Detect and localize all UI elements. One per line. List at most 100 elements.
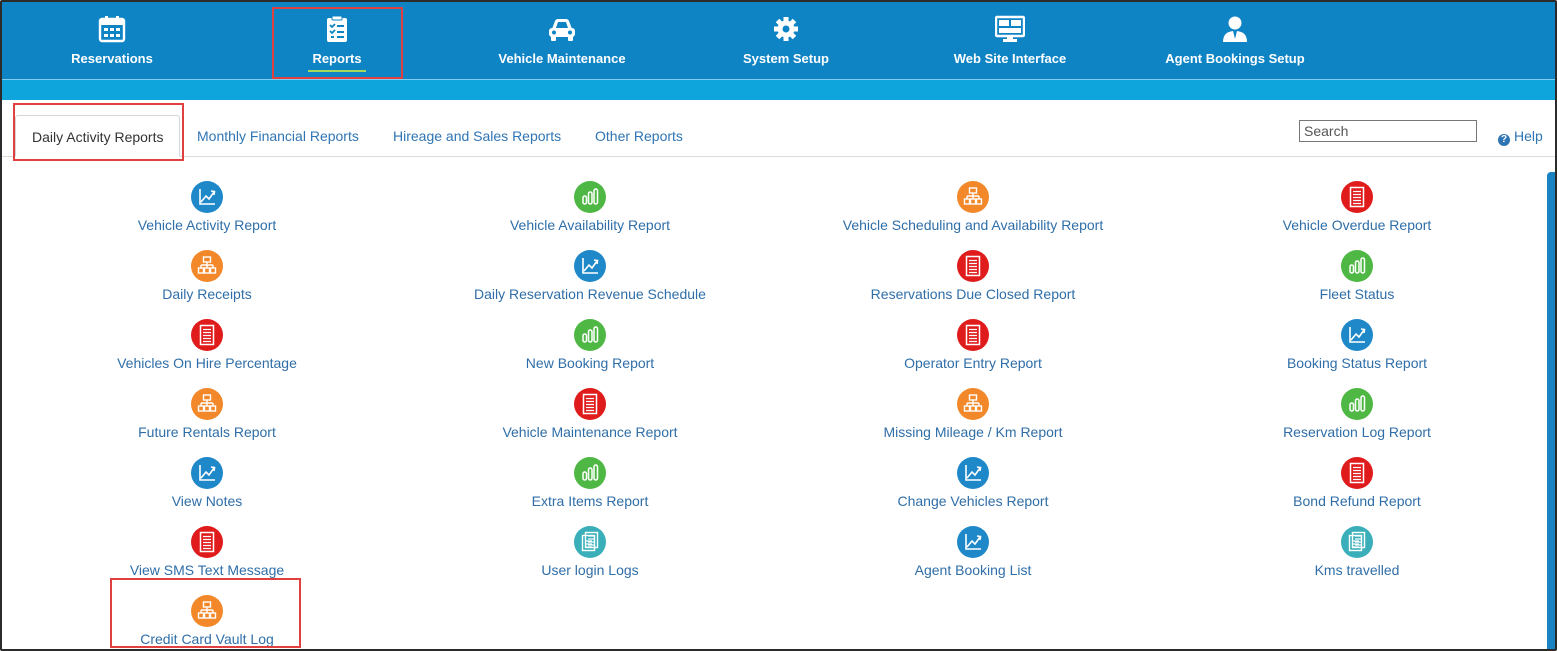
report-link[interactable]: Daily Reservation Revenue Schedule bbox=[430, 250, 750, 303]
bar-chart-icon bbox=[1341, 250, 1373, 282]
calendar-icon bbox=[98, 16, 126, 43]
report-label: Vehicle Scheduling and Availability Repo… bbox=[842, 217, 1104, 233]
nav-label: Agent Bookings Setup bbox=[1165, 51, 1305, 66]
nav-agent-bookings-setup[interactable]: Agent Bookings Setup bbox=[1145, 2, 1325, 79]
report-link[interactable]: Extra Items Report bbox=[430, 457, 750, 510]
monitor-icon bbox=[995, 15, 1025, 42]
report-label: Bond Refund Report bbox=[1293, 493, 1421, 509]
report-label: Vehicles On Hire Percentage bbox=[117, 355, 297, 371]
org-chart-icon bbox=[191, 250, 223, 282]
report-link[interactable]: Agent Booking List bbox=[813, 526, 1133, 579]
document-icon bbox=[957, 319, 989, 351]
document-icon bbox=[1341, 181, 1373, 213]
help-label: Help bbox=[1514, 128, 1543, 144]
car-icon bbox=[549, 19, 575, 41]
nav-reports[interactable]: Reports bbox=[247, 2, 427, 79]
report-label: New Booking Report bbox=[525, 355, 655, 371]
report-link[interactable]: New Booking Report bbox=[430, 319, 750, 372]
sub-navigation-bar bbox=[2, 79, 1555, 100]
trend-chart-icon bbox=[191, 181, 223, 213]
report-link[interactable]: Reservations Due Closed Report bbox=[813, 250, 1133, 303]
org-chart-icon bbox=[957, 181, 989, 213]
bar-chart-icon bbox=[1341, 388, 1373, 420]
report-link[interactable]: View SMS Text Message bbox=[47, 526, 367, 579]
report-link[interactable]: Change Vehicles Report bbox=[813, 457, 1133, 510]
report-label: View Notes bbox=[171, 493, 243, 509]
report-label: Vehicle Maintenance Report bbox=[502, 424, 678, 440]
bar-chart-icon bbox=[574, 181, 606, 213]
log-list-icon bbox=[574, 526, 606, 558]
log-list-icon bbox=[1341, 526, 1373, 558]
org-chart-icon bbox=[191, 388, 223, 420]
report-link[interactable]: Reservation Log Report bbox=[1197, 388, 1517, 441]
nav-label: Web Site Interface bbox=[953, 51, 1067, 66]
report-link[interactable]: Booking Status Report bbox=[1197, 319, 1517, 372]
tab-hireage-and-sales-reports[interactable]: Hireage and Sales Reports bbox=[393, 128, 562, 144]
report-link[interactable]: Vehicle Activity Report bbox=[47, 181, 367, 234]
report-link[interactable]: Credit Card Vault Log bbox=[47, 595, 367, 648]
clipboard-checklist-icon bbox=[327, 15, 347, 42]
report-link[interactable]: Daily Receipts bbox=[47, 250, 367, 303]
nav-vehicle-maintenance[interactable]: Vehicle Maintenance bbox=[472, 2, 652, 79]
report-label: Fleet Status bbox=[1319, 286, 1395, 302]
report-link[interactable]: Fleet Status bbox=[1197, 250, 1517, 303]
tab-daily-activity-reports[interactable]: Daily Activity Reports bbox=[15, 115, 181, 157]
document-icon bbox=[574, 388, 606, 420]
report-tabs bbox=[2, 100, 1555, 157]
report-label: Operator Entry Report bbox=[904, 355, 1042, 371]
report-link[interactable]: Vehicles On Hire Percentage bbox=[47, 319, 367, 372]
report-label: Future Rentals Report bbox=[138, 424, 276, 440]
report-link[interactable]: Vehicle Scheduling and Availability Repo… bbox=[813, 181, 1133, 234]
trend-chart-icon bbox=[1341, 319, 1373, 351]
report-label: Vehicle Availability Report bbox=[509, 217, 671, 233]
active-underline bbox=[308, 70, 366, 72]
nav-label: System Setup bbox=[743, 51, 829, 66]
report-label: Reservation Log Report bbox=[1283, 424, 1431, 440]
agent-user-icon bbox=[1223, 16, 1247, 42]
tab-other-reports[interactable]: Other Reports bbox=[595, 128, 683, 144]
report-link[interactable]: Vehicle Overdue Report bbox=[1197, 181, 1517, 234]
document-icon bbox=[1341, 457, 1373, 489]
report-link[interactable]: Missing Mileage / Km Report bbox=[813, 388, 1133, 441]
top-navigation: Reservations Reports bbox=[2, 2, 1555, 79]
bar-chart-icon bbox=[574, 319, 606, 351]
org-chart-icon bbox=[957, 388, 989, 420]
report-link[interactable]: Vehicle Availability Report bbox=[430, 181, 750, 234]
report-label: Credit Card Vault Log bbox=[140, 631, 274, 647]
report-label: Change Vehicles Report bbox=[897, 493, 1049, 509]
document-icon bbox=[191, 526, 223, 558]
report-label: Vehicle Overdue Report bbox=[1282, 217, 1432, 233]
trend-chart-icon bbox=[957, 457, 989, 489]
report-label: Vehicle Activity Report bbox=[137, 217, 277, 233]
bar-chart-icon bbox=[574, 457, 606, 489]
search-input[interactable] bbox=[1299, 120, 1477, 142]
report-link[interactable]: Future Rentals Report bbox=[47, 388, 367, 441]
nav-web-site-interface[interactable]: Web Site Interface bbox=[920, 2, 1100, 79]
nav-system-setup[interactable]: System Setup bbox=[696, 2, 876, 79]
trend-chart-icon bbox=[574, 250, 606, 282]
document-icon bbox=[957, 250, 989, 282]
report-label: Extra Items Report bbox=[531, 493, 649, 509]
nav-reservations[interactable]: Reservations bbox=[22, 2, 202, 79]
nav-label: Vehicle Maintenance bbox=[498, 51, 626, 66]
help-link[interactable]: ? Help bbox=[1498, 128, 1543, 146]
help-icon: ? bbox=[1498, 134, 1510, 146]
scrollbar[interactable] bbox=[1547, 172, 1555, 649]
nav-label: Reservations bbox=[71, 51, 153, 66]
report-label: Booking Status Report bbox=[1286, 355, 1428, 371]
trend-chart-icon bbox=[191, 457, 223, 489]
report-label: View SMS Text Message bbox=[129, 562, 285, 578]
report-link[interactable]: Operator Entry Report bbox=[813, 319, 1133, 372]
report-link[interactable]: Vehicle Maintenance Report bbox=[430, 388, 750, 441]
gear-icon bbox=[774, 17, 798, 41]
tab-monthly-financial-reports[interactable]: Monthly Financial Reports bbox=[197, 128, 359, 144]
report-link[interactable]: User login Logs bbox=[430, 526, 750, 579]
org-chart-icon bbox=[191, 595, 223, 627]
report-label: Daily Receipts bbox=[162, 286, 252, 302]
report-link[interactable]: View Notes bbox=[47, 457, 367, 510]
report-link[interactable]: Bond Refund Report bbox=[1197, 457, 1517, 510]
report-link[interactable]: Kms travelled bbox=[1197, 526, 1517, 579]
report-label: Daily Reservation Revenue Schedule bbox=[474, 286, 706, 302]
nav-label: Reports bbox=[312, 51, 362, 66]
